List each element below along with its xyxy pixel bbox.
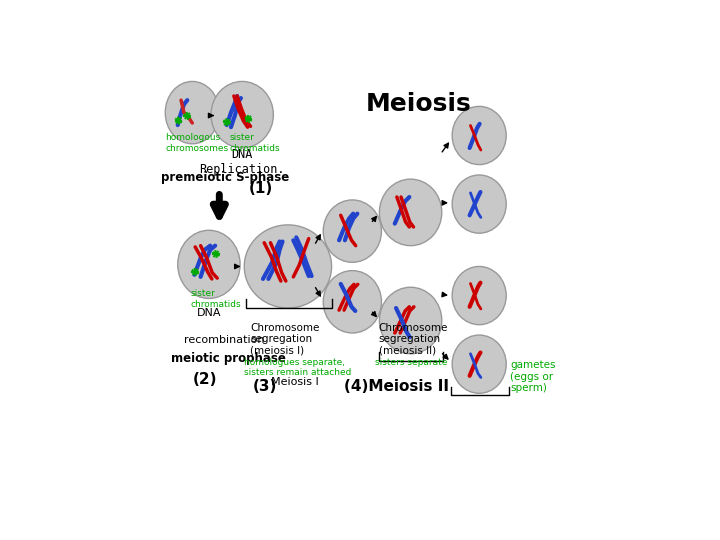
Text: (3): (3) <box>253 379 277 394</box>
Text: (4)Meiosis II: (4)Meiosis II <box>344 379 449 394</box>
Ellipse shape <box>379 287 442 354</box>
Text: homologous
chromosomes: homologous chromosomes <box>166 133 228 153</box>
Ellipse shape <box>178 230 240 299</box>
Ellipse shape <box>452 266 506 325</box>
Text: sister
chromatids: sister chromatids <box>190 289 240 309</box>
Text: homologues separate,
sisters remain attached: homologues separate, sisters remain atta… <box>244 358 351 377</box>
Ellipse shape <box>452 175 506 233</box>
Text: premeiotic S-phase: premeiotic S-phase <box>161 171 289 184</box>
Ellipse shape <box>244 225 332 308</box>
Ellipse shape <box>452 335 506 393</box>
Ellipse shape <box>323 271 382 333</box>
Ellipse shape <box>211 82 274 148</box>
Text: Meiosis I: Meiosis I <box>271 377 319 388</box>
Text: sisters separate: sisters separate <box>375 358 448 367</box>
Text: DNA
Replication.: DNA Replication. <box>199 148 285 176</box>
Ellipse shape <box>166 82 220 144</box>
Text: DNA: DNA <box>197 308 221 318</box>
Text: sister
chromatids: sister chromatids <box>230 133 280 153</box>
Ellipse shape <box>379 179 442 246</box>
Text: (1): (1) <box>248 181 273 196</box>
Ellipse shape <box>323 200 382 262</box>
Text: (2): (2) <box>192 373 217 388</box>
Text: Chromosome
segregation
(meiosis I): Chromosome segregation (meiosis I) <box>251 322 320 356</box>
Text: gametes
(eggs or
sperm): gametes (eggs or sperm) <box>510 360 556 393</box>
Text: Chromosome
segregation
(meiosis II): Chromosome segregation (meiosis II) <box>379 322 448 356</box>
Ellipse shape <box>452 106 506 165</box>
Text: Meiosis: Meiosis <box>366 92 472 116</box>
Text: recombination: recombination <box>184 335 264 345</box>
Text: meiotic prophase: meiotic prophase <box>171 352 287 365</box>
